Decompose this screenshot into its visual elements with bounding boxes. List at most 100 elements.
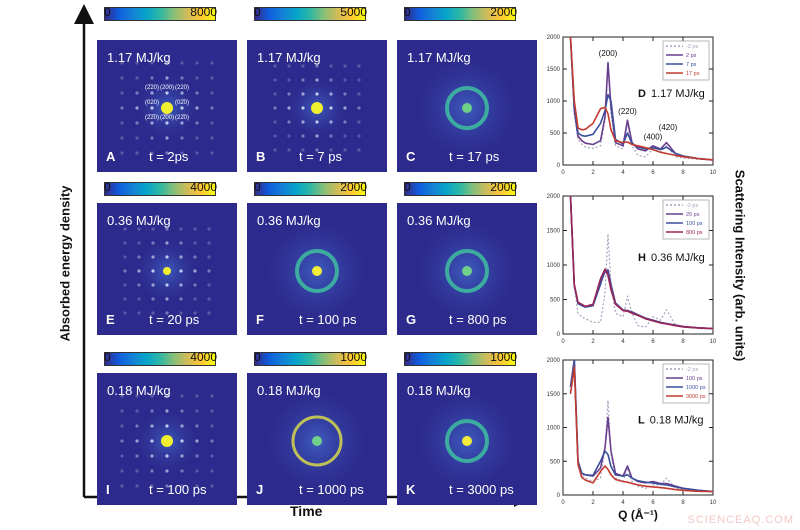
colorbar-max: 1000 bbox=[340, 350, 367, 364]
series-line-7ps bbox=[569, 37, 713, 161]
panel-letter: A bbox=[106, 149, 116, 164]
diffraction-panel-b: 1.17 MJ/kg B t = 7 ps bbox=[247, 40, 387, 172]
series-line-17ps bbox=[569, 37, 713, 161]
colorbar bbox=[404, 7, 516, 21]
y-tick-label: 1000 bbox=[547, 263, 561, 269]
colorbar bbox=[254, 7, 366, 21]
x-tick-label: 2 bbox=[591, 339, 595, 345]
colorbar-max: 5000 bbox=[340, 5, 367, 19]
x-tick-label: 4 bbox=[621, 170, 625, 176]
legend-entry: 100 ps bbox=[686, 221, 703, 227]
x-tick-label: 0 bbox=[561, 339, 565, 345]
time-label: t = 800 ps bbox=[449, 312, 507, 327]
colorbar-min: 0 bbox=[254, 180, 261, 194]
energy-label: 0.18 MJ/kg bbox=[257, 383, 321, 398]
time-label: t = 3000 ps bbox=[449, 482, 514, 497]
energy-label: 0.36 MJ/kg bbox=[257, 213, 321, 228]
series-line-800ps bbox=[569, 196, 713, 330]
legend-entry: -2 ps bbox=[686, 44, 698, 50]
y-tick-label: 500 bbox=[550, 459, 561, 465]
colorbar-min: 0 bbox=[404, 180, 411, 194]
colorbar bbox=[104, 352, 216, 366]
x-tick-label: 6 bbox=[651, 170, 655, 176]
colorbar-min: 0 bbox=[404, 350, 411, 364]
legend-entry: 7 ps bbox=[686, 62, 697, 68]
x-tick-label: 10 bbox=[710, 170, 717, 176]
x-tick-label: 2 bbox=[591, 500, 595, 506]
legend-entry: 17 ps bbox=[686, 71, 700, 77]
y-tick-label: 2000 bbox=[547, 35, 561, 41]
energy-label: 1.17 MJ/kg bbox=[407, 50, 471, 65]
peak-label: (400) bbox=[644, 132, 663, 141]
miller-index: (22̄0) bbox=[175, 115, 189, 121]
panel-letter: J bbox=[256, 482, 264, 497]
colorbar bbox=[254, 352, 366, 366]
series-line-3000ps bbox=[569, 366, 713, 493]
x-tick-label: 0 bbox=[561, 500, 565, 506]
colorbar-min: 0 bbox=[104, 180, 111, 194]
energy-label: 0.18 MJ/kg bbox=[107, 383, 171, 398]
y-tick-label: 2000 bbox=[547, 194, 561, 200]
diffraction-panel-f: 0.36 MJ/kg F t = 100 ps bbox=[247, 203, 387, 335]
colorbar bbox=[404, 182, 516, 196]
diffraction-panel-k: 0.18 MJ/kg K t = 3000 ps bbox=[397, 373, 537, 505]
x-tick-label: 6 bbox=[651, 500, 655, 506]
series-line-2ps bbox=[569, 37, 713, 161]
x-axis-label: Time bbox=[290, 503, 323, 519]
y-tick-label: 1000 bbox=[547, 99, 561, 105]
time-label: t = 20 ps bbox=[149, 312, 200, 327]
x-tick-label: 8 bbox=[681, 339, 685, 345]
colorbar-max: 2000 bbox=[490, 5, 517, 19]
colorbar-min: 0 bbox=[404, 5, 411, 19]
colorbar-max: 2000 bbox=[490, 180, 517, 194]
miller-index: (200) bbox=[160, 85, 174, 91]
peak-label: (200) bbox=[599, 49, 618, 58]
colorbar-min: 0 bbox=[104, 5, 111, 19]
colorbar bbox=[404, 352, 516, 366]
panel-letter: K bbox=[406, 482, 416, 497]
colorbar-max: 4000 bbox=[190, 350, 217, 364]
diffraction-panel-c: 1.17 MJ/kg C t = 17 ps bbox=[397, 40, 537, 172]
colorbar-max: 2000 bbox=[340, 180, 367, 194]
colorbar-min: 0 bbox=[104, 350, 111, 364]
panel-letter: F bbox=[256, 312, 264, 327]
y-tick-label: 1500 bbox=[547, 67, 561, 73]
x-tick-label: 10 bbox=[710, 500, 717, 506]
panel-letter: G bbox=[406, 312, 417, 327]
y-tick-label: 1500 bbox=[547, 229, 561, 235]
diffraction-panel-j: 0.18 MJ/kg J t = 1000 ps bbox=[247, 373, 387, 505]
y-tick-label: 0 bbox=[557, 332, 561, 338]
plot-label: D 1.17 MJ/kg bbox=[638, 88, 705, 100]
energy-label: 0.36 MJ/kg bbox=[107, 213, 171, 228]
y-tick-label: 2000 bbox=[547, 358, 561, 364]
colorbar-max: 8000 bbox=[190, 5, 217, 19]
x-tick-label: 10 bbox=[710, 339, 717, 345]
panel-letter: E bbox=[106, 312, 115, 327]
x-tick-label: 6 bbox=[651, 339, 655, 345]
y-tick-label: 1500 bbox=[547, 392, 561, 398]
colorbar bbox=[104, 182, 216, 196]
colorbar-min: 0 bbox=[254, 5, 261, 19]
time-label: t = 100 ps bbox=[299, 312, 357, 327]
y-tick-label: 500 bbox=[550, 131, 561, 137]
legend-entry: 3000 ps bbox=[686, 394, 706, 400]
x-tick-label: 0 bbox=[561, 170, 565, 176]
y-tick-label: 0 bbox=[557, 493, 561, 499]
series-line-1000ps bbox=[569, 360, 713, 493]
legend-entry: 100 ps bbox=[686, 376, 703, 382]
diffraction-panel-e: 0.36 MJ/kg E t = 20 ps bbox=[97, 203, 237, 335]
x-tick-label: 2 bbox=[591, 170, 595, 176]
panel-letter: C bbox=[406, 149, 416, 164]
diffraction-panel-g: 0.36 MJ/kg G t = 800 ps bbox=[397, 203, 537, 335]
time-label: t = 17 ps bbox=[449, 149, 500, 164]
watermark: SCIENCEAQ.COM bbox=[687, 514, 794, 526]
peak-label: (220) bbox=[618, 107, 637, 116]
miller-index: (2̄00) bbox=[160, 115, 174, 121]
legend-entry: 2 ps bbox=[686, 53, 697, 59]
energy-label: 1.17 MJ/kg bbox=[257, 50, 321, 65]
x-tick-label: 8 bbox=[681, 170, 685, 176]
y-tick-label: 0 bbox=[557, 163, 561, 169]
y-tick-label: 1000 bbox=[547, 426, 561, 432]
series-line--2ps bbox=[569, 196, 713, 330]
